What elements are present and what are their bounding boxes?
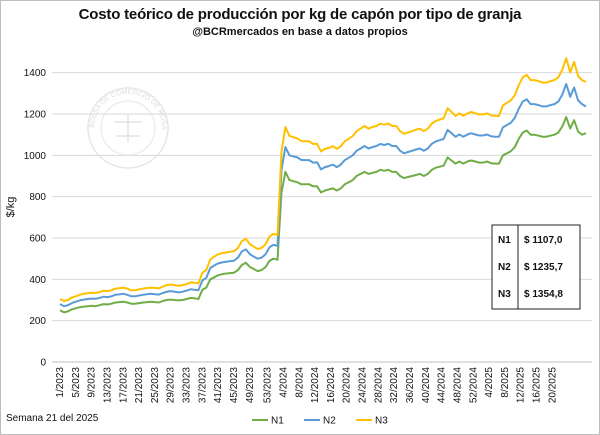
watermark-outer-ring	[87, 87, 169, 169]
x-tick-label: 5/2023	[71, 367, 82, 398]
y-axis-ticks: 0 200 400 600 800 1000 1200 1400	[24, 68, 47, 368]
x-tick-label: 29/2023	[166, 367, 177, 404]
x-tick-label: 44/2024	[437, 367, 448, 404]
x-tick-label: 25/2023	[150, 367, 161, 404]
x-tick-label: 41/2023	[213, 367, 224, 404]
x-tick-label: 48/2024	[452, 367, 463, 404]
watermark-scales-icon	[114, 114, 142, 142]
x-tick-label: 37/2023	[197, 367, 208, 404]
x-tick-label: 36/2024	[405, 367, 416, 404]
x-tick-label: 28/2024	[373, 367, 384, 404]
watermark-seal: BOLSA DE COMERCIO DE ROSARIO	[0, 0, 169, 169]
x-tick-label: 1/2023	[55, 367, 66, 398]
x-tick-label: 33/2023	[182, 367, 193, 404]
x-tick-label: 40/2024	[421, 367, 432, 404]
x-tick-label: 49/2023	[245, 367, 256, 404]
x-tick-label: 12/2025	[516, 367, 527, 404]
x-tick-label: 13/2023	[102, 367, 113, 404]
gridlines	[52, 72, 592, 363]
y-tick-label: 400	[29, 275, 46, 286]
x-tick-label: 12/2024	[310, 367, 321, 404]
table-row-label: N3	[498, 289, 511, 300]
legend-label-n1: N1	[271, 416, 284, 427]
x-tick-label: 17/2023	[118, 367, 129, 404]
x-tick-label: 20/2024	[342, 367, 353, 404]
x-tick-label: 21/2023	[134, 367, 145, 404]
table-row-value: $ 1354,8	[524, 289, 563, 300]
x-tick-label: 32/2024	[389, 367, 400, 404]
series-line-n3	[59, 57, 587, 302]
y-tick-label: 1200	[24, 110, 47, 121]
series-lines	[59, 57, 587, 314]
x-tick-label: 16/2025	[532, 367, 543, 404]
table-row-label: N1	[498, 235, 511, 246]
x-tick-label: 45/2023	[229, 367, 240, 404]
legend: N1 N2 N3	[252, 416, 388, 427]
x-tick-label: 52/2024	[468, 367, 479, 404]
footnote: Semana 21 del 2025	[6, 413, 99, 424]
x-tick-label: 4/2024	[278, 367, 289, 398]
series-line-n1	[59, 116, 587, 314]
y-tick-label: 0	[40, 358, 46, 369]
y-tick-label: 800	[29, 192, 46, 203]
legend-label-n2: N2	[323, 416, 336, 427]
chart-subtitle: @BCRmercados en base a datos propios	[192, 26, 408, 38]
y-tick-label: 1400	[24, 68, 47, 79]
x-tick-label: 8/2025	[500, 367, 511, 398]
legend-label-n3: N3	[375, 416, 388, 427]
x-tick-label: 4/2025	[484, 367, 495, 398]
chart-title: Costo teórico de producción por kg de ca…	[78, 6, 522, 23]
y-tick-label: 200	[29, 316, 46, 327]
x-axis-ticks: 1/2023 5/2023 9/2023 13/2023 17/2023 21/2023 2…	[55, 367, 558, 404]
latest-values-table: N1 $ 1107,0 N2 $ 1235,7 N3 $ 1354,8	[491, 224, 581, 310]
x-tick-label: 53/2023	[263, 367, 274, 404]
x-tick-label: 24/2024	[358, 367, 369, 404]
table-row-value: $ 1107,0	[524, 235, 563, 246]
table-box	[491, 224, 581, 310]
series-line-n2	[59, 83, 587, 308]
x-tick-label: 8/2024	[294, 367, 305, 398]
x-tick-label: 20/2025	[547, 367, 558, 404]
y-axis-label: $/kg	[5, 197, 17, 218]
table-row-value: $ 1235,7	[524, 262, 563, 273]
y-tick-label: 1000	[24, 151, 47, 162]
table-row-label: N2	[498, 262, 511, 273]
y-tick-label: 600	[29, 234, 46, 245]
x-tick-label: 9/2023	[87, 367, 98, 398]
x-tick-label: 16/2024	[326, 367, 337, 404]
